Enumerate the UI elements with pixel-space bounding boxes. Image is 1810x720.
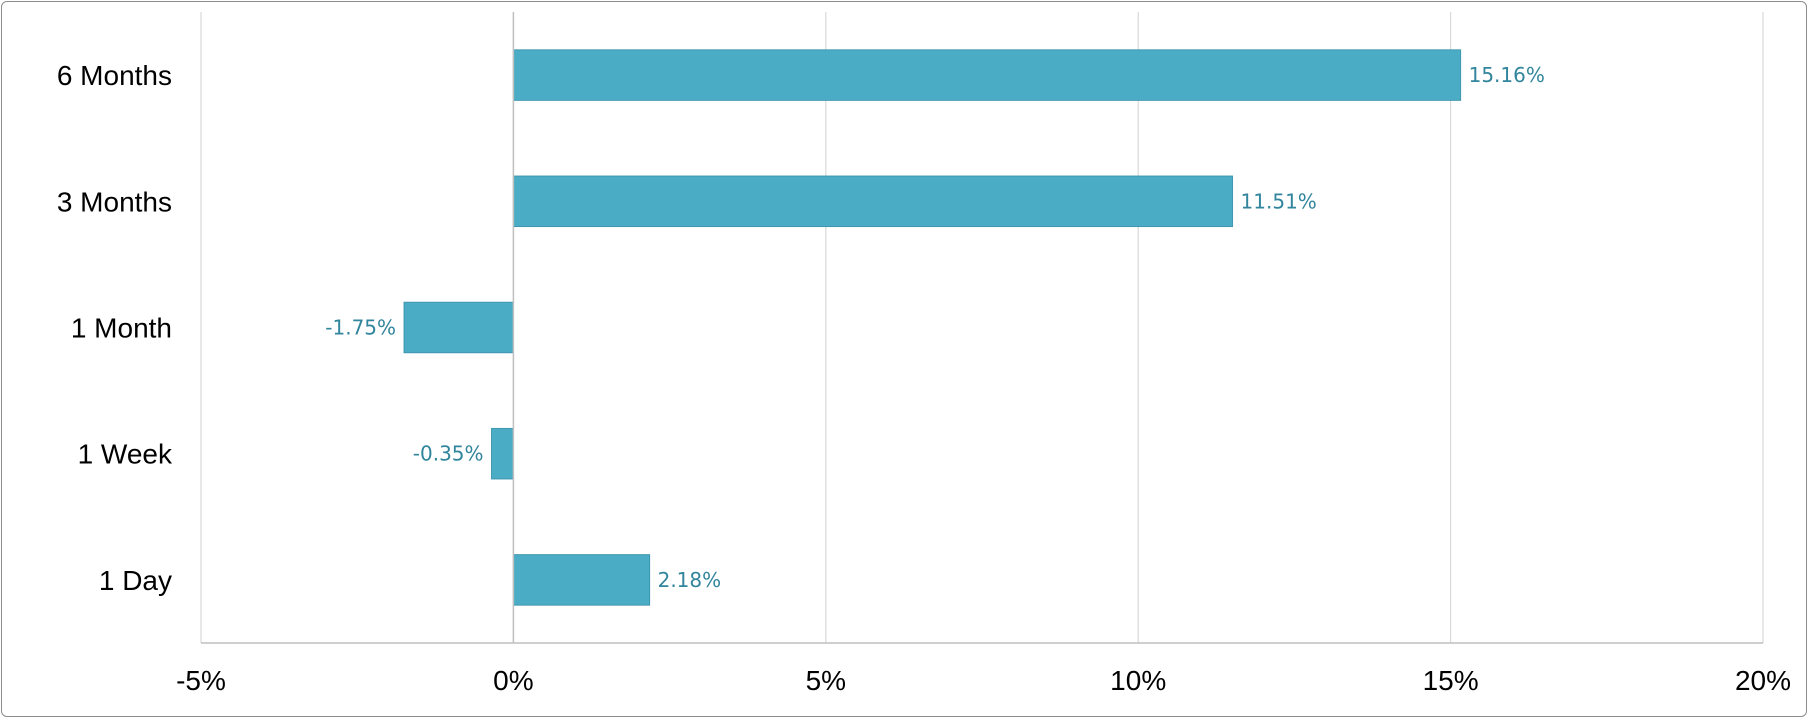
bar-0 xyxy=(512,49,1462,101)
x-tick-label: 20% xyxy=(1735,665,1791,696)
x-tick-label: -5% xyxy=(176,665,226,696)
data-label: 11.51% xyxy=(1241,189,1317,213)
bar-3 xyxy=(491,427,514,480)
category-labels: 6 Months 3 Months 1 Month 1 Week 1 Day xyxy=(57,60,173,596)
category-label: 3 Months xyxy=(57,186,172,217)
grid-lines xyxy=(200,12,1764,643)
data-label: 2.18% xyxy=(658,568,722,592)
bars xyxy=(403,49,1462,606)
bar-4 xyxy=(512,554,651,606)
bar-2 xyxy=(403,301,514,354)
x-tick-label: 5% xyxy=(806,665,846,696)
category-label: 1 Day xyxy=(99,565,172,596)
data-label: -1.75% xyxy=(325,316,396,340)
x-tick-labels: -5% 0% 5% 10% 15% 20% xyxy=(176,665,1791,696)
bar-1 xyxy=(512,175,1234,228)
category-label: 1 Week xyxy=(78,439,173,470)
category-label: 1 Month xyxy=(71,313,172,344)
axes xyxy=(201,12,1763,644)
data-labels: 15.16% 11.51% -1.75% -0.35% 2.18% xyxy=(325,63,1545,592)
data-label: -0.35% xyxy=(413,442,484,466)
x-tick-label: 0% xyxy=(493,665,533,696)
x-tick-label: 15% xyxy=(1423,665,1479,696)
category-label: 6 Months xyxy=(57,60,172,91)
x-tick-label: 10% xyxy=(1110,665,1166,696)
data-label: 15.16% xyxy=(1469,63,1545,87)
